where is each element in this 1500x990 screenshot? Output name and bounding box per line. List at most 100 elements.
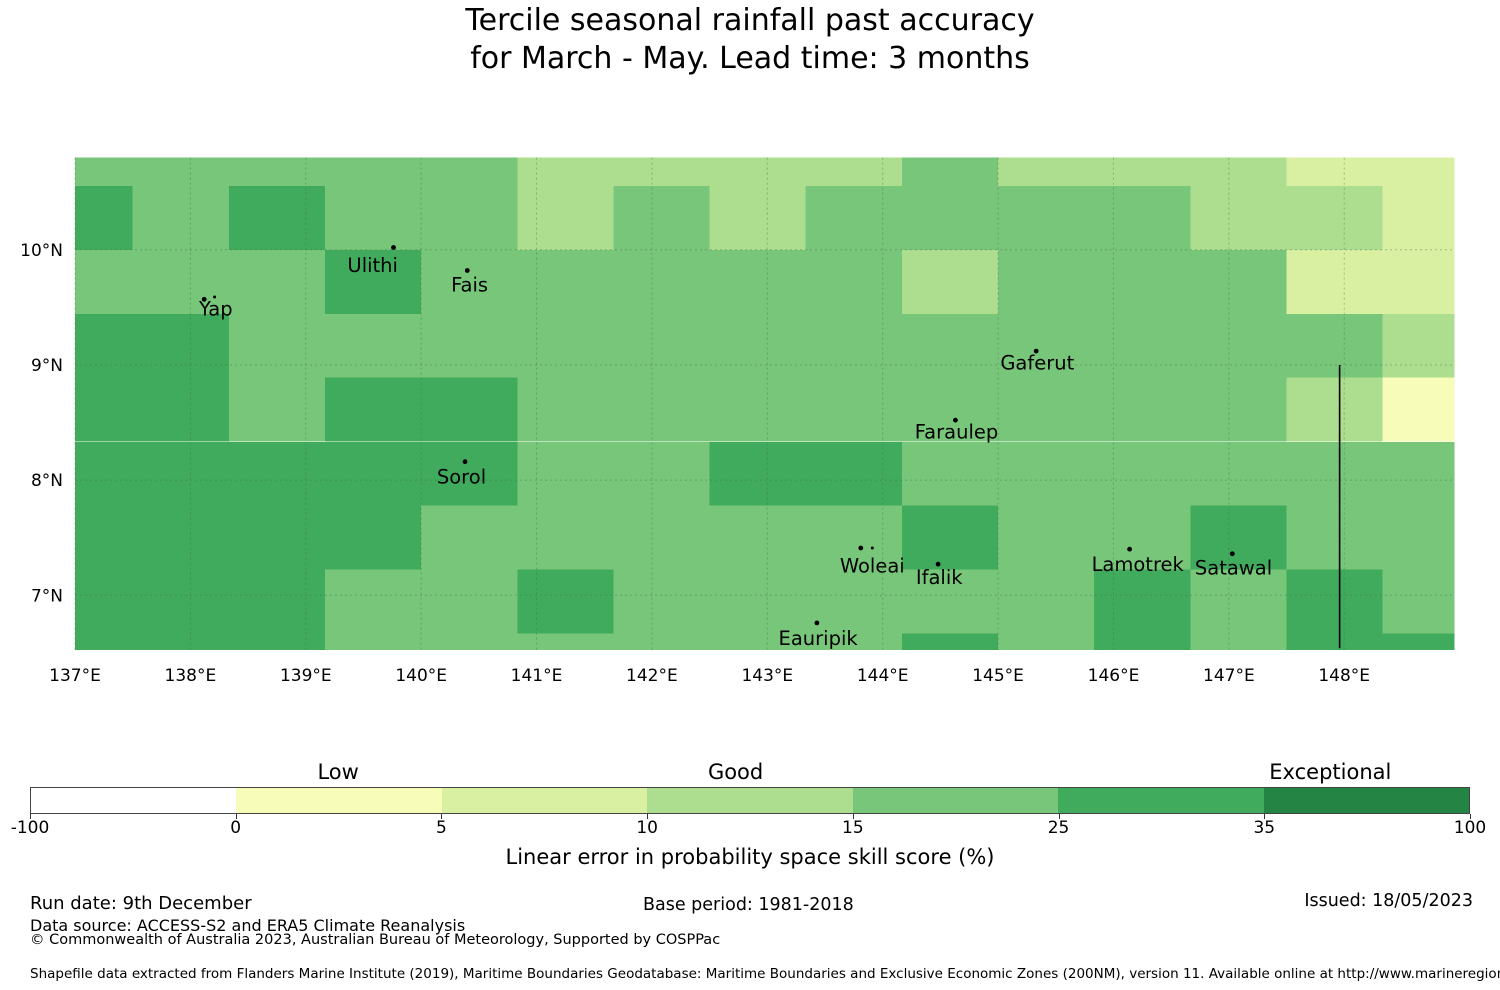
map-cell — [709, 157, 806, 186]
map-cell — [805, 441, 902, 506]
map-cell — [325, 569, 422, 634]
map-cell — [132, 505, 229, 570]
island-marker-dot — [1033, 348, 1039, 354]
map-cell — [1190, 157, 1287, 186]
map-cell — [1286, 569, 1383, 634]
map-cell — [421, 505, 518, 570]
map-cell — [75, 633, 133, 650]
map-gridlines-layer — [74, 157, 1455, 650]
x-tick-label: 138°E — [165, 666, 217, 686]
map-cell — [325, 377, 422, 442]
footer-shapefile-note: Shapefile data extracted from Flanders M… — [30, 966, 1500, 982]
map-cell — [902, 633, 999, 650]
map-cell — [1286, 249, 1383, 314]
colorbar-tick-label: -100 — [10, 818, 50, 838]
map-cell — [228, 249, 325, 314]
colorbar-segment — [31, 788, 237, 813]
map-cell — [613, 505, 710, 570]
map-cell — [132, 569, 229, 634]
colorbar-tick-mark — [647, 814, 649, 819]
map-canvas: Yap Ulithi Fais Sorol Gaferut Faraulep Woleai I… — [20, 157, 1455, 686]
map-cell — [613, 313, 710, 378]
y-tick-label: 10°N — [20, 241, 63, 261]
map-cell — [1190, 377, 1287, 442]
map-cell — [132, 377, 229, 442]
island-label: Fais — [451, 273, 488, 296]
map-cell — [228, 569, 325, 634]
map-cell — [517, 157, 614, 186]
map-cell — [998, 377, 1095, 442]
map-cell — [1094, 441, 1191, 506]
island-marker-dot — [201, 296, 207, 302]
x-tick-label: 141°E — [511, 666, 563, 686]
map-cell — [613, 249, 710, 314]
map-cell — [75, 569, 133, 634]
colorbar-segment — [236, 788, 442, 813]
x-axis-tick-labels: 137°E 138°E 139°E 140°E 141°E 142°E 143°E 144°E… — [49, 666, 1370, 686]
colorbar-segment — [1263, 788, 1469, 813]
colorbar-tick-mark — [1470, 814, 1471, 819]
map-cell — [805, 633, 902, 650]
colorbar-tick-mark — [30, 814, 31, 819]
y-tick-label: 9°N — [31, 356, 63, 376]
colorbar-segment — [1058, 788, 1264, 813]
map-cell — [325, 249, 422, 314]
map-cell — [421, 249, 518, 314]
map-cell — [1286, 157, 1383, 186]
map-cell — [1190, 313, 1287, 378]
map-cell — [75, 185, 133, 250]
colorbar-axis-label: Linear error in probability space skill … — [505, 845, 995, 869]
map-cell — [75, 505, 133, 570]
map-cell — [998, 313, 1095, 378]
map-cell — [1382, 313, 1455, 378]
map-cell — [228, 377, 325, 442]
colorbar-tick-mark — [1264, 814, 1266, 819]
island-marker-dot — [858, 545, 864, 551]
map-cell — [902, 157, 999, 186]
map-cell — [1094, 569, 1191, 634]
island-marker-dot — [462, 459, 468, 465]
map-cell — [325, 441, 422, 506]
island-label: Ifalik — [916, 566, 963, 589]
map-cell — [421, 157, 518, 186]
colorbar-tick-label: 5 — [436, 818, 447, 838]
map-cell — [613, 185, 710, 250]
map-cell — [75, 249, 133, 314]
map-cell — [709, 313, 806, 378]
map-cell — [1382, 249, 1455, 314]
colorbar-segment — [441, 788, 648, 813]
map-cell — [709, 185, 806, 250]
map-cell — [1286, 633, 1383, 650]
chart-title-line2: for March - May. Lead time: 3 months — [470, 41, 1030, 76]
map-cell — [902, 249, 999, 314]
map-cell — [1382, 185, 1455, 250]
chart-title: Tercile seasonal rainfall past accuracy … — [0, 2, 1500, 78]
map-cell — [325, 157, 422, 186]
colorbar-tick-mark — [1058, 814, 1060, 819]
map-cell — [132, 157, 229, 186]
map-cell — [421, 441, 518, 506]
map-cell — [1382, 569, 1455, 634]
map-cell — [325, 633, 422, 650]
map-cell — [1286, 505, 1383, 570]
colorbar-tick-label: 10 — [636, 818, 658, 838]
map-cell — [421, 313, 518, 378]
map-cell — [1190, 633, 1287, 650]
map-cell — [517, 313, 614, 378]
map-cell — [998, 157, 1095, 186]
footer-copyright: © Commonwealth of Australia 2023, Austra… — [30, 932, 721, 948]
map-cell — [805, 569, 902, 634]
map-cell — [228, 441, 325, 506]
map-cell — [228, 505, 325, 570]
map-cell — [902, 185, 999, 250]
map-cell — [132, 441, 229, 506]
map-cell — [613, 441, 710, 506]
map-cell — [902, 569, 999, 634]
map-cell — [1094, 157, 1191, 186]
colorbar-tick-mark — [852, 814, 854, 819]
map-cell — [1286, 441, 1383, 506]
map-cell — [132, 249, 229, 314]
island-label: Yap — [198, 298, 233, 321]
y-tick-label: 7°N — [31, 586, 63, 606]
